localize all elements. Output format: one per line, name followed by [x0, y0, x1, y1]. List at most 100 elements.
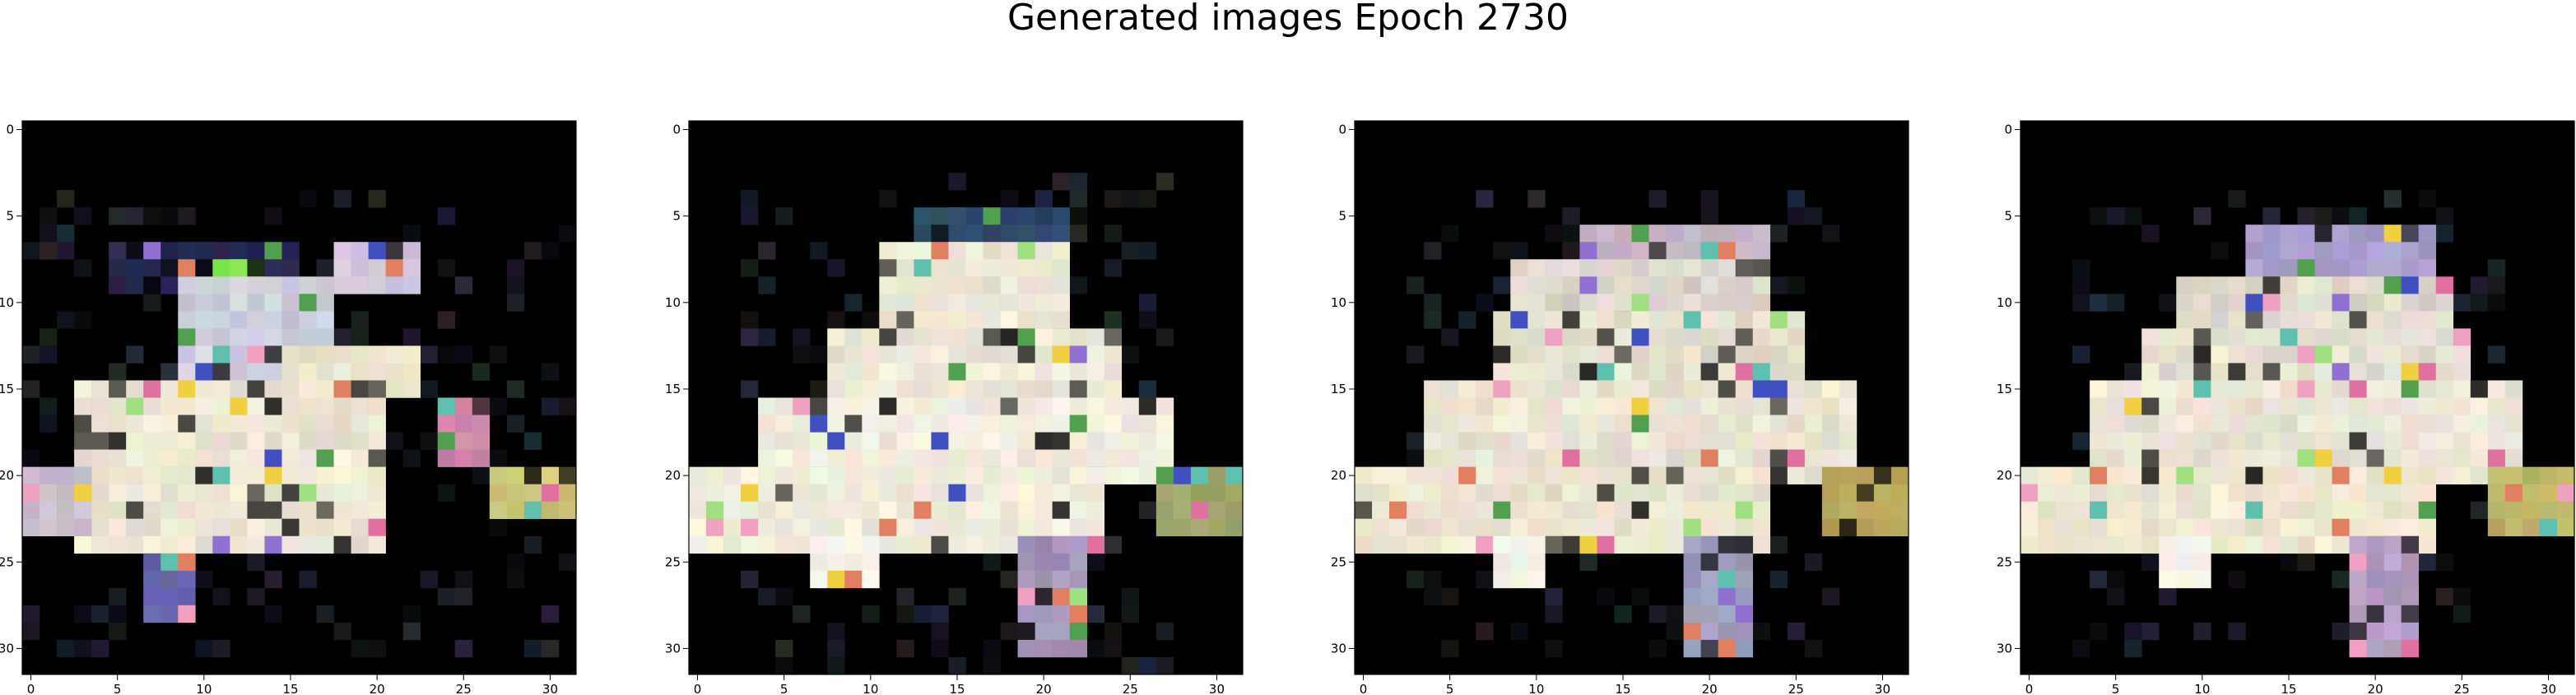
- pixel: [368, 380, 386, 398]
- pixel: [2435, 466, 2454, 484]
- pixel: [91, 380, 109, 398]
- pixel: [775, 639, 793, 658]
- pixel: [1121, 587, 1140, 606]
- pixel: [541, 639, 560, 658]
- pixel: [2280, 397, 2298, 415]
- pixel: [1493, 328, 1511, 346]
- pixel: [2176, 294, 2194, 312]
- pixel: [2349, 294, 2367, 312]
- pixel: [2297, 432, 2315, 450]
- pixel: [1648, 259, 1667, 277]
- pixel: [1086, 639, 1105, 658]
- pixel: [1407, 449, 1425, 467]
- pixel: [212, 345, 230, 364]
- pixel: [109, 449, 127, 467]
- pixel: [2297, 328, 2315, 346]
- pixel: [2332, 484, 2350, 502]
- pixel: [1648, 328, 1667, 346]
- pixel: [983, 397, 1001, 415]
- pixel: [827, 570, 845, 589]
- x-tick-label: 5: [114, 682, 122, 695]
- pixel: [2522, 466, 2541, 484]
- pixel: [2418, 397, 2437, 415]
- pixel: [109, 466, 127, 484]
- pixel: [1648, 276, 1667, 294]
- pixel: [212, 501, 230, 520]
- pixel: [74, 605, 92, 623]
- pixel: [2418, 466, 2437, 484]
- pixel: [2228, 466, 2246, 484]
- pixel: [489, 484, 508, 502]
- pixel: [1700, 190, 1718, 208]
- pixel: [247, 276, 265, 294]
- pixel: [299, 328, 317, 346]
- pixel: [983, 518, 1001, 537]
- pixel: [2020, 518, 2039, 537]
- pixel: [1648, 242, 1667, 260]
- pixel: [2159, 397, 2177, 415]
- pixel: [879, 484, 897, 502]
- pixel: [2314, 518, 2332, 537]
- pixel: [2539, 501, 2558, 520]
- pixel: [2262, 225, 2281, 243]
- pixel: [506, 501, 525, 520]
- pixel: [281, 242, 300, 260]
- pixel: [368, 190, 386, 208]
- pixel: [1545, 605, 1563, 623]
- pixel: [1035, 484, 1053, 502]
- pixel: [2349, 605, 2367, 623]
- pixel: [2383, 587, 2402, 606]
- pixel: [2383, 311, 2402, 329]
- pixel: [22, 484, 40, 502]
- pixel: [351, 242, 369, 260]
- pixel: [472, 432, 491, 450]
- pixel: [2193, 294, 2211, 312]
- pixel: [741, 518, 759, 537]
- pixel: [1683, 328, 1701, 346]
- pixel: [2072, 535, 2090, 554]
- pixel: [983, 656, 1001, 675]
- pixel: [2401, 294, 2420, 312]
- pixel: [2176, 380, 2194, 398]
- pixel: [1017, 587, 1035, 606]
- pixel: [230, 328, 248, 346]
- pixel: [931, 432, 949, 450]
- pixel: [299, 484, 317, 502]
- pixel: [1035, 276, 1053, 294]
- pixel: [1804, 553, 1823, 572]
- pixel: [2332, 242, 2350, 260]
- pixel: [74, 380, 92, 398]
- pixel: [2366, 587, 2384, 606]
- pixel: [2193, 622, 2211, 641]
- pixel: [333, 276, 351, 294]
- pixel: [2211, 432, 2229, 450]
- pixel: [2314, 397, 2332, 415]
- pixel: [896, 639, 914, 658]
- pixel: [2280, 259, 2298, 277]
- pixel: [316, 397, 334, 415]
- pixel: [2280, 518, 2298, 537]
- pixel: [2383, 449, 2402, 467]
- pixel: [1631, 242, 1649, 260]
- pixel: [2176, 345, 2194, 364]
- y-tick-label: 30: [0, 641, 14, 656]
- pixel: [2176, 570, 2194, 589]
- pixel: [437, 449, 456, 467]
- pixel: [1614, 225, 1632, 243]
- pixel: [1407, 345, 1425, 364]
- pixel: [230, 501, 248, 520]
- pixel: [1000, 466, 1018, 484]
- pixel: [212, 397, 230, 415]
- pixel: [1700, 259, 1718, 277]
- pixel: [22, 622, 40, 641]
- pixel: [2141, 415, 2160, 433]
- pixel: [178, 466, 196, 484]
- pixel: [689, 501, 707, 520]
- y-tick-label: 15: [1997, 382, 2012, 396]
- pixel: [2556, 484, 2575, 502]
- pixel: [844, 553, 863, 572]
- pixel: [862, 328, 880, 346]
- pixel: [230, 449, 248, 467]
- pixel: [2487, 415, 2506, 433]
- pixel: [351, 466, 369, 484]
